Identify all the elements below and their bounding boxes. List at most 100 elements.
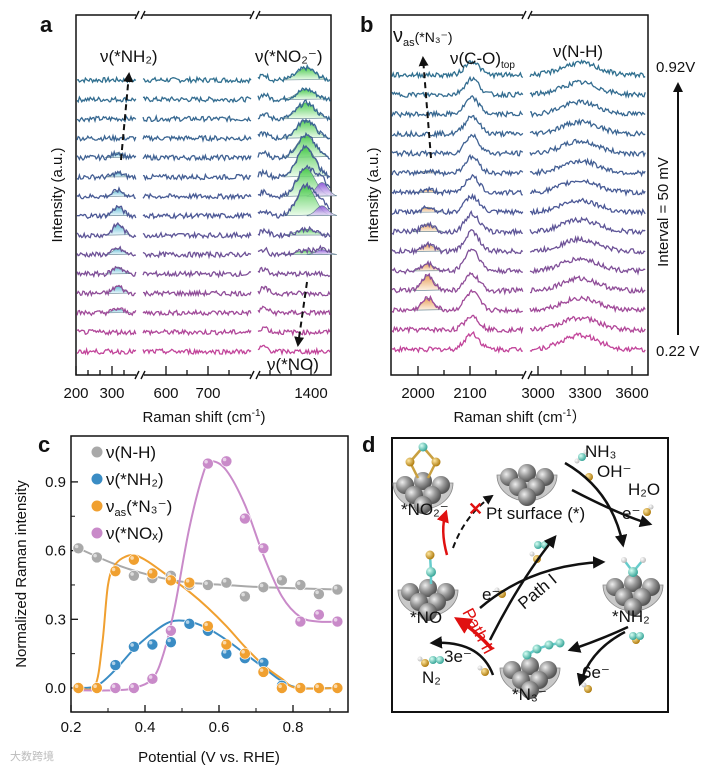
point-highlight bbox=[167, 638, 171, 643]
spectrum-trace bbox=[391, 288, 523, 315]
data-point bbox=[257, 581, 270, 594]
legend-label: νas(*N₃⁻) bbox=[106, 497, 172, 519]
spectrum-trace bbox=[142, 347, 252, 356]
spectrum-trace bbox=[391, 173, 523, 197]
label-h2o: H₂O bbox=[628, 480, 660, 499]
point-highlight bbox=[315, 684, 319, 688]
tick-label: 3300 bbox=[568, 385, 601, 402]
nitrogen-atom bbox=[429, 656, 437, 664]
spectrum-trace bbox=[142, 328, 252, 337]
data-point bbox=[313, 588, 325, 600]
fitted-peak bbox=[412, 263, 444, 272]
data-point bbox=[294, 615, 307, 628]
data-point bbox=[294, 579, 307, 591]
arrow-nh2-to-n3 bbox=[567, 625, 629, 653]
point-highlight bbox=[93, 684, 97, 688]
point-highlight bbox=[74, 684, 79, 688]
axes-c: 0.2 0.4 0.6 0.8 0.0 0.3 0.6 0.9 bbox=[45, 474, 331, 736]
legend-label: ν(*NOₓ) bbox=[106, 524, 164, 543]
label-6e: 6e⁻ bbox=[582, 663, 610, 682]
axis-breaks bbox=[521, 10, 533, 380]
hydrogen-atom bbox=[529, 551, 535, 557]
point-highlight bbox=[148, 675, 153, 679]
spectrum-trace bbox=[76, 204, 137, 220]
x-axis-label-a: Raman shift (cm-1) bbox=[142, 408, 265, 426]
data-point bbox=[202, 620, 214, 632]
data-point bbox=[109, 682, 122, 694]
spectrum-trace bbox=[142, 134, 252, 143]
x-axis-ticks-a: 200 300 600 700 1400 bbox=[63, 385, 327, 402]
pt-atom bbox=[624, 574, 642, 592]
spectrum-trace bbox=[529, 138, 646, 158]
tick-label: 2100 bbox=[453, 385, 486, 402]
spectrum-trace bbox=[257, 181, 331, 219]
spectrum-trace bbox=[76, 284, 136, 298]
point-highlight bbox=[130, 643, 134, 647]
spectrum-trace bbox=[529, 256, 646, 276]
x-axis-label-c: Potential (V vs. RHE) bbox=[138, 749, 280, 766]
pt-atom bbox=[521, 681, 539, 699]
hydrogen-atom bbox=[621, 557, 627, 563]
spectrum-trace bbox=[530, 98, 646, 119]
panel-c-frame bbox=[70, 435, 349, 713]
bottom-potential-label: 0.22 V bbox=[656, 343, 699, 360]
spectrum-trace bbox=[529, 332, 646, 353]
dashed-arrow-up bbox=[418, 56, 432, 159]
point-highlight bbox=[148, 640, 153, 645]
plot-area-c bbox=[72, 455, 344, 694]
pt-atom bbox=[624, 598, 642, 616]
point-highlight bbox=[74, 544, 79, 549]
top-potential-label: 0.92V bbox=[656, 59, 695, 76]
data-point bbox=[239, 647, 251, 660]
y-tick-label: 0.9 bbox=[45, 474, 66, 491]
axis-break-mark bbox=[521, 10, 533, 20]
legend-label: ν(N-H) bbox=[106, 443, 156, 462]
label-nh2: *NH₂ bbox=[612, 607, 650, 626]
data-point bbox=[183, 618, 196, 630]
nitrogen-atom bbox=[578, 453, 586, 461]
dashed-arrow-down bbox=[294, 281, 308, 347]
point-highlight bbox=[259, 659, 264, 663]
panel-label-b: b bbox=[360, 12, 373, 37]
arrow-6e bbox=[576, 630, 626, 687]
spectrum-trace bbox=[142, 75, 252, 85]
oxygen-atom bbox=[584, 685, 592, 693]
spectra-traces-b bbox=[391, 59, 646, 375]
spectrum-trace bbox=[391, 153, 524, 178]
axis-break bbox=[251, 11, 259, 19]
spectrum-trace bbox=[257, 144, 331, 181]
axis-break bbox=[136, 11, 144, 19]
molecule-clusters bbox=[392, 442, 664, 699]
point-highlight bbox=[222, 457, 227, 462]
data-point bbox=[257, 542, 270, 555]
arrow-to-h2o bbox=[571, 488, 653, 528]
data-point bbox=[220, 576, 233, 589]
data-point bbox=[165, 624, 177, 637]
spectrum-trace bbox=[391, 133, 524, 158]
point-highlight bbox=[111, 684, 116, 688]
y-tick-label: 0.3 bbox=[45, 611, 66, 628]
data-point bbox=[313, 608, 325, 621]
spectrum-trace bbox=[76, 245, 136, 258]
axis-break bbox=[523, 371, 531, 379]
label-n3: *N₃⁻ bbox=[512, 685, 547, 704]
point-highlight bbox=[278, 576, 282, 581]
spectrum-trace bbox=[142, 153, 252, 162]
hydrogen-atom bbox=[477, 665, 483, 671]
nitrogen-atom bbox=[636, 632, 644, 640]
pt-atom bbox=[414, 496, 432, 514]
panel-c: c 0.2 0.4 0.6 0.8 0.0 0.3 0.6 0.9 ν(N-H) ν(*NH₂)… bbox=[10, 432, 349, 766]
axis-break bbox=[523, 11, 531, 19]
data-point bbox=[331, 615, 344, 628]
spectrum-trace bbox=[391, 114, 524, 139]
hydrogen-atom bbox=[494, 587, 500, 593]
reaction-arrows bbox=[429, 461, 653, 687]
point-highlight bbox=[296, 684, 301, 688]
nitrogen-atom bbox=[522, 650, 532, 660]
point-highlight bbox=[333, 684, 338, 688]
hydrogen-atom bbox=[640, 557, 646, 563]
panel-b: b 2000 2100 3000 3300 3600 Raman shift (… bbox=[360, 10, 699, 426]
data-point bbox=[128, 640, 140, 653]
spectrum-trace bbox=[257, 344, 331, 356]
dashed-arrow-up bbox=[120, 72, 134, 161]
